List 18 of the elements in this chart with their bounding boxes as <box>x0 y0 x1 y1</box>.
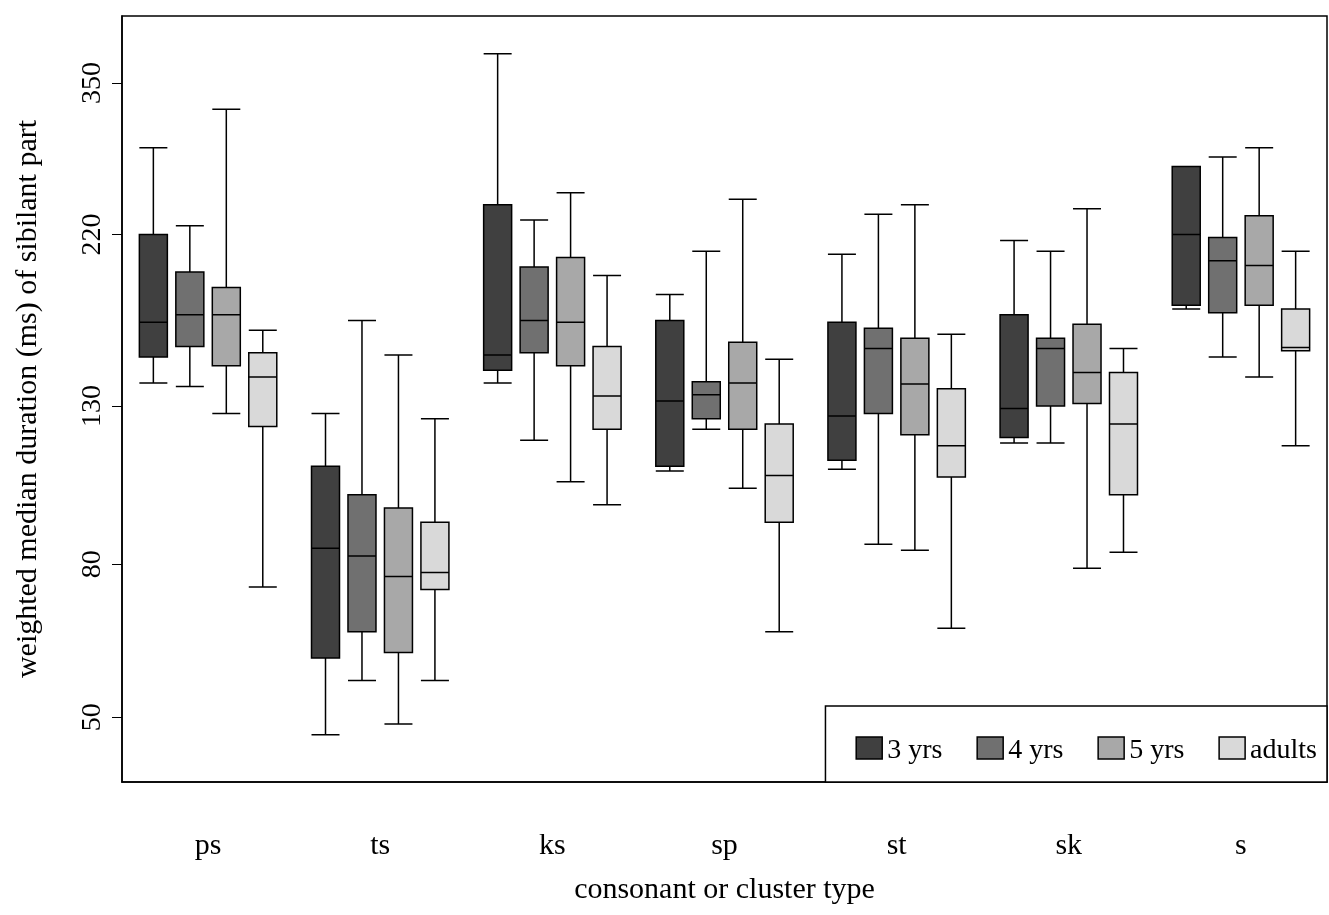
x-tick-label: sp <box>711 826 738 860</box>
y-tick-label: 130 <box>74 384 106 427</box>
x-tick-label: st <box>886 826 908 860</box>
legend-label: 3 yrs <box>887 732 943 764</box>
x-axis-title: consonant or cluster type <box>574 870 875 904</box>
y-axis-title: weighted median duration (ms) of sibilant part <box>8 119 43 679</box>
legend-label: 5 yrs <box>1129 732 1185 764</box>
x-tick-label: ks <box>539 826 566 860</box>
x-tick-label: sk <box>1055 826 1083 860</box>
legend-label: 4 yrs <box>1008 732 1064 764</box>
x-tick-label: ps <box>194 826 222 860</box>
x-tick-label: s <box>1235 826 1247 860</box>
y-tick-label: 350 <box>74 62 106 105</box>
legend-label: adults <box>1250 732 1318 764</box>
y-tick-label: 220 <box>74 213 106 256</box>
y-tick-label: 50 <box>74 703 106 732</box>
x-tick-label: ts <box>370 826 391 860</box>
y-tick-label: 80 <box>74 550 106 579</box>
